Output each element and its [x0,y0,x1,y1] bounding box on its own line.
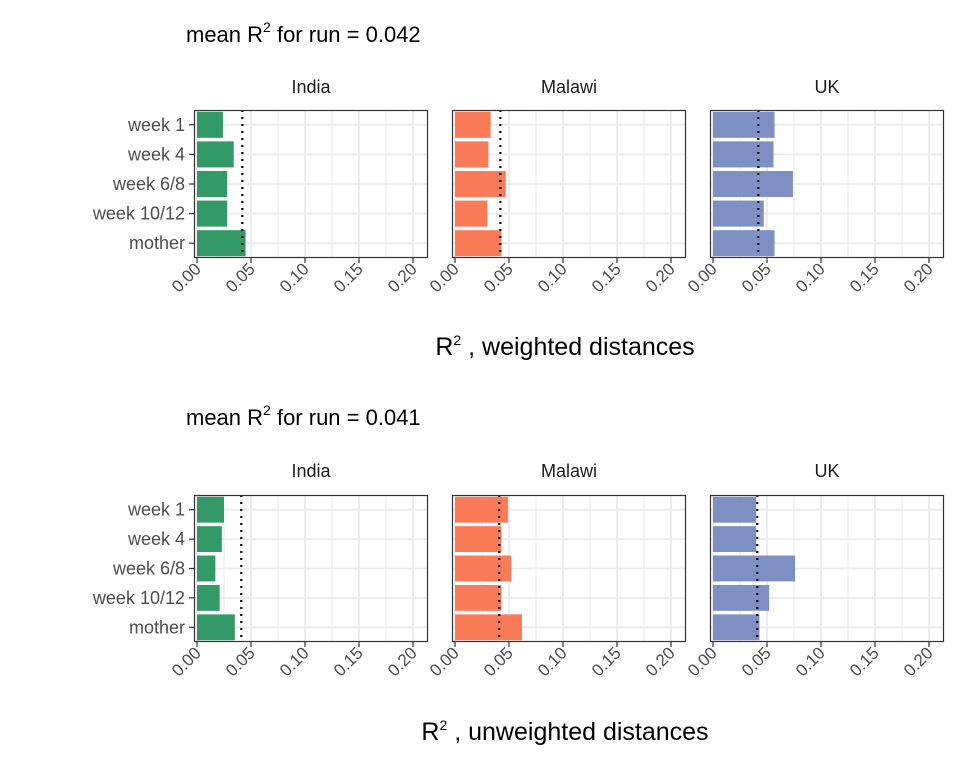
x-tick-label: 0.05 [738,643,775,680]
x-tick-label: 0.00 [684,259,721,296]
y-tick-label: mother [129,233,185,253]
x-tick-label: 0.20 [900,643,937,680]
x-tick-label: 0.05 [480,259,517,296]
y-tick-label: week 6/8 [112,559,185,579]
bar-week-6-8 [197,555,216,582]
facet-panel-india [193,494,429,647]
y-tick-label: week 10/12 [92,204,185,224]
y-tick-label: week 1 [127,115,185,135]
x-tick-label: 0.00 [426,643,463,680]
bar-week-4 [197,526,222,553]
x-tick-label: 0.15 [588,259,625,296]
facet-panel-malawi [451,109,687,263]
x-tick-label: 0.15 [588,643,625,680]
facet-strip-label: India [291,77,331,97]
panel-border [709,494,945,643]
bar-week-10-12 [713,584,770,611]
bar-week-10-12 [197,200,228,227]
x-tick-label: 0.10 [534,259,571,296]
x-tick-label: 0.00 [168,643,205,680]
bar-week-4 [713,141,774,168]
bar-mother [197,230,246,257]
bar-week-1 [197,111,223,138]
panel-border [451,494,687,643]
panel-border [193,109,429,259]
bar-week-1 [455,111,491,138]
facet-strip-label: UK [814,77,839,97]
facet-panel-india [193,109,429,263]
facet-panel-uk [709,494,945,647]
x-tick-label: 0.15 [846,643,883,680]
x-axis-label-1: R2 , weighted distances [435,332,694,361]
panel-border [709,109,945,259]
x-tick-label: 0.15 [846,259,883,296]
facet-strip-label: India [291,461,331,481]
bar-week-10-12 [713,200,764,227]
facet-panel-uk [709,109,945,263]
bar-week-4 [455,526,502,553]
facet-strip-label: Malawi [541,461,597,481]
x-tick-label: 0.10 [276,259,313,296]
x-axis-label-2: R2 , unweighted distances [421,717,708,746]
bar-week-6-8 [713,170,793,198]
x-tick-label: 0.15 [330,259,367,296]
x-tick-label: 0.05 [738,259,775,296]
x-tick-label: 0.10 [792,259,829,296]
bar-week-6-8 [713,555,796,582]
y-tick-label: mother [129,617,185,637]
y-tick-label: week 6/8 [112,174,185,194]
y-tick-label: week 1 [127,500,185,520]
facet-strip-label: Malawi [541,77,597,97]
chart-title-2: mean R2 for run = 0.041 [186,402,421,430]
x-tick-label: 0.00 [426,259,463,296]
y-tick-label: week 4 [127,529,185,549]
x-tick-label: 0.10 [276,643,313,680]
bar-week-10-12 [455,584,502,611]
x-tick-label: 0.20 [900,259,937,296]
bar-week-6-8 [455,170,506,198]
bar-week-4 [713,526,757,553]
facet-strip-label: UK [814,461,839,481]
bar-week-6-8 [455,555,512,582]
y-tick-label: week 10/12 [92,588,185,608]
facet-panel-malawi [451,494,687,647]
x-tick-label: 0.10 [792,643,829,680]
x-tick-label: 0.00 [684,643,721,680]
x-tick-label: 0.20 [384,643,421,680]
x-tick-label: 0.20 [384,259,421,296]
bar-week-1 [713,496,757,523]
y-tick-label: week 4 [127,144,185,164]
x-tick-label: 0.05 [222,643,259,680]
bar-week-4 [455,141,489,168]
bar-mother [713,614,760,641]
bar-week-1 [713,111,775,138]
x-tick-label: 0.15 [330,643,367,680]
bar-week-6-8 [197,170,228,198]
x-tick-label: 0.10 [534,643,571,680]
bar-mother [713,230,775,257]
x-tick-label: 0.05 [480,643,517,680]
panel-border [193,494,429,643]
bar-week-1 [197,496,224,523]
bar-week-4 [197,141,234,168]
panel-border [451,109,687,259]
x-tick-label: 0.20 [642,643,679,680]
bar-week-10-12 [197,584,220,611]
bar-week-10-12 [455,200,488,227]
bar-mother [455,614,522,641]
bar-mother [197,614,235,641]
x-tick-label: 0.00 [168,259,205,296]
bar-mother [455,230,502,257]
x-tick-label: 0.20 [642,259,679,296]
x-tick-label: 0.05 [222,259,259,296]
chart-title-1: mean R2 for run = 0.042 [186,19,421,47]
